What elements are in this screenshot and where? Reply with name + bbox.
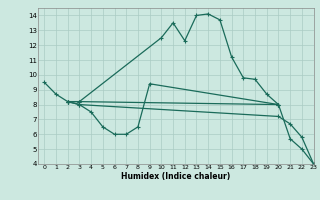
X-axis label: Humidex (Indice chaleur): Humidex (Indice chaleur) xyxy=(121,172,231,181)
